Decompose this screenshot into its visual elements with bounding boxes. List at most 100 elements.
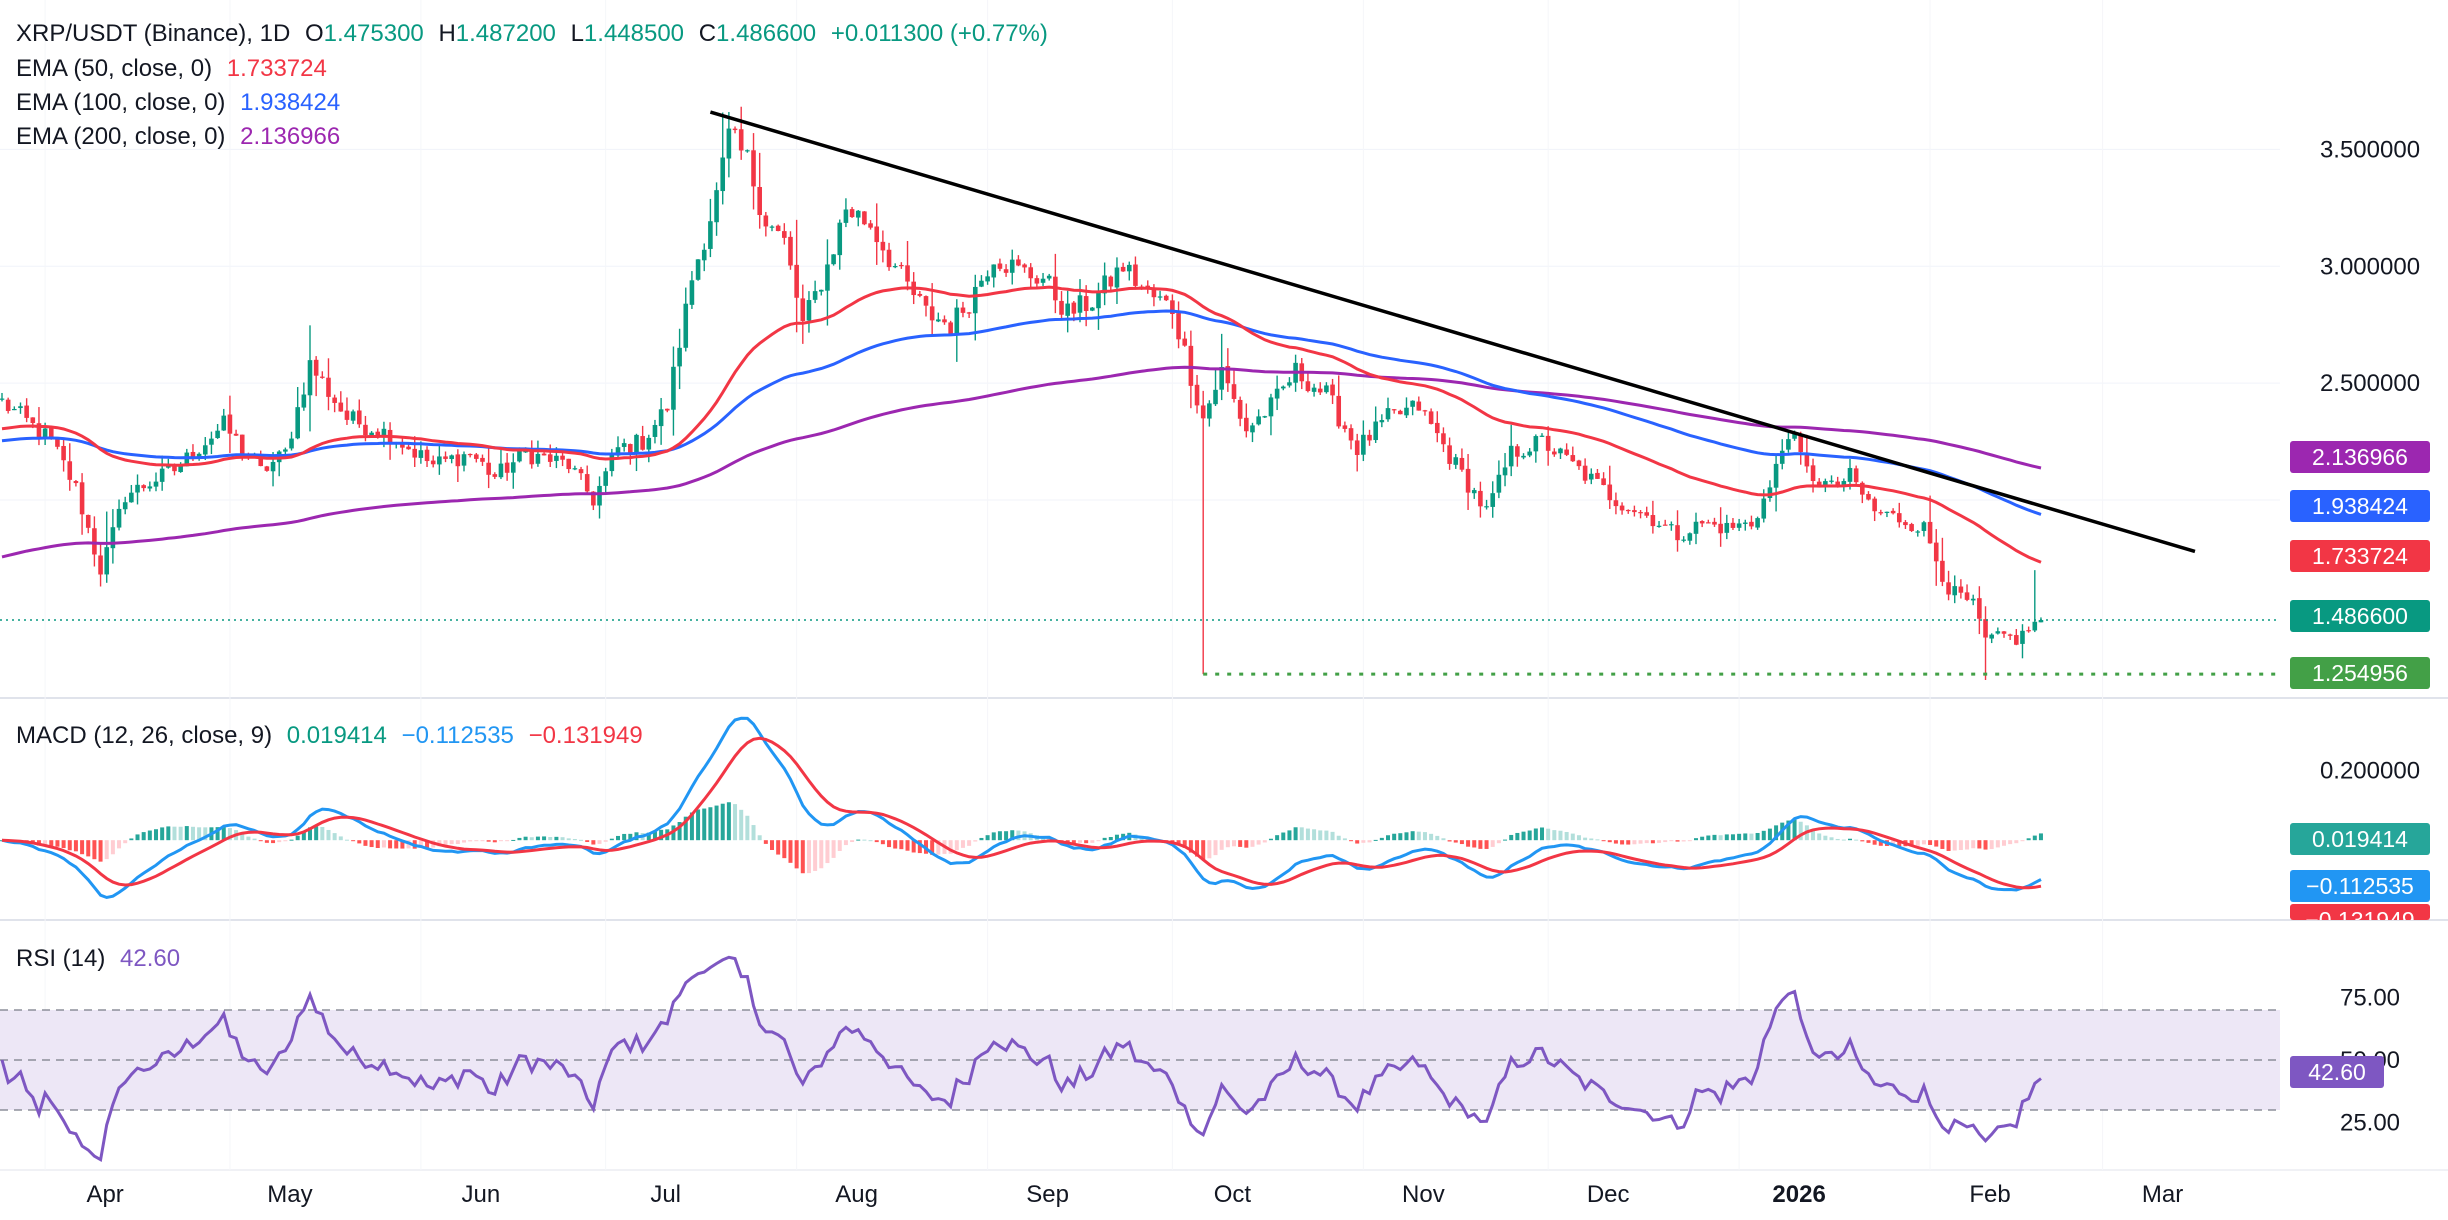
candle-body <box>1681 539 1686 541</box>
macd-histogram-bar <box>616 835 620 841</box>
macd-histogram-bar <box>1256 840 1261 845</box>
macd-histogram-bar <box>560 837 565 841</box>
candle-body <box>270 461 276 472</box>
candle-body <box>5 399 11 411</box>
trendline[interactable] <box>709 110 2196 554</box>
candle-body <box>997 263 1003 269</box>
macd-histogram-bar <box>831 840 836 858</box>
macd-histogram-bar <box>1570 833 1575 841</box>
candle-body <box>1878 512 1884 514</box>
candle-body <box>923 296 929 306</box>
macd-histogram-bar <box>264 840 269 843</box>
candle-body <box>1324 385 1329 393</box>
candle-body <box>1866 494 1871 500</box>
macd-histogram-bar <box>1490 840 1495 847</box>
candle-body <box>178 465 183 473</box>
macd-histogram-bar <box>1737 833 1742 841</box>
candle-body <box>1995 631 2001 634</box>
macd-histogram-bar <box>1576 835 1581 841</box>
candle-body <box>1933 542 1939 562</box>
candle-body <box>720 157 726 192</box>
macd-histogram-bar <box>1798 821 1803 841</box>
macd-histogram-bar <box>806 840 811 874</box>
macd-histogram-bar <box>110 840 115 855</box>
macd-histogram-bar <box>227 828 232 841</box>
candle-body <box>1422 410 1428 412</box>
candle-body <box>1545 435 1551 451</box>
macd-histogram-bar <box>1453 840 1458 843</box>
candle-body <box>1779 450 1785 464</box>
candle-body <box>972 286 978 314</box>
macd-legend[interactable]: MACD (12, 26, close, 9) 0.019414 −0.1125… <box>16 722 643 749</box>
macd-histogram-bar <box>1657 840 1662 843</box>
macd-histogram-bar <box>98 840 103 862</box>
candle-body <box>1410 400 1415 407</box>
candle-body <box>1317 388 1323 393</box>
candle-body <box>221 415 227 431</box>
candle-body <box>1496 474 1502 493</box>
candle-body <box>1983 619 1988 638</box>
candle-body <box>510 462 516 473</box>
ema50-legend[interactable]: EMA (50, close, 0) 1.733724 <box>16 55 327 82</box>
price-axis[interactable]: 3.5000003.0000002.5000002.0000000.200000… <box>2320 136 2420 1136</box>
macd-histogram-bar <box>1533 828 1538 841</box>
candle-body <box>775 225 781 232</box>
candle-body <box>1108 276 1114 287</box>
rsi-legend-value: 42.60 <box>120 945 181 972</box>
macd-hist-tag: 0.019414 <box>2290 823 2430 855</box>
macd-histogram-bar <box>1207 840 1212 859</box>
candle-body <box>227 414 233 434</box>
candle-body <box>658 409 664 427</box>
candle-body <box>61 446 66 461</box>
macd-histogram-bar <box>850 840 855 843</box>
macd-histogram-bar <box>1681 840 1686 842</box>
candle-body <box>1829 480 1834 482</box>
candle-body <box>769 226 775 228</box>
macd-histogram-bar <box>486 840 491 842</box>
macd-histogram-bar <box>2014 840 2019 844</box>
candle-body <box>55 438 60 447</box>
macd-histogram-bar <box>523 836 528 841</box>
macd-histogram-bar <box>462 840 466 843</box>
candle-body <box>818 289 824 292</box>
macd-histogram-bar <box>2020 840 2025 842</box>
macd-histogram-bar <box>1478 840 1483 849</box>
macd-histogram-bar <box>603 840 608 842</box>
macd-histogram-bar <box>856 839 861 841</box>
candle-body <box>443 456 448 459</box>
rsi-legend[interactable]: RSI (14) 42.60 <box>16 945 181 972</box>
candle-body <box>554 455 559 461</box>
macd-histogram-bar <box>1373 839 1378 841</box>
macd-histogram-bar <box>794 840 799 869</box>
macd-histogram-bar <box>776 840 781 855</box>
macd-histogram-bar <box>887 840 892 848</box>
time-axis-label: Nov <box>1402 1181 1445 1208</box>
candle-body <box>233 433 239 436</box>
macd-histogram-bar <box>985 835 990 841</box>
macd-histogram-bar <box>1108 837 1113 841</box>
macd-histogram-bar <box>1995 840 2000 848</box>
ema200-legend[interactable]: EMA (200, close, 0) 2.136966 <box>16 123 341 150</box>
ema100-legend[interactable]: EMA (100, close, 0) 1.938424 <box>16 89 341 116</box>
macd-histogram-bar <box>1268 838 1273 841</box>
candle-body <box>135 484 140 493</box>
candle-body <box>1552 451 1557 455</box>
candle-body <box>1718 523 1723 534</box>
macd-histogram-bar <box>1201 840 1206 860</box>
candle-body <box>1582 465 1588 481</box>
candle-body <box>1847 467 1853 482</box>
candle-body <box>48 428 54 438</box>
candle-body <box>966 312 972 314</box>
macd-histogram-bar <box>609 838 614 841</box>
macd-histogram-bar <box>1743 833 1748 841</box>
candle-body <box>1977 598 1982 619</box>
candle-body <box>1065 303 1070 316</box>
candle-body <box>1533 436 1539 452</box>
candle-body <box>1742 522 1748 524</box>
macd-histogram-bar <box>1675 840 1680 842</box>
candle-body <box>1219 367 1224 390</box>
macd-histogram-bar <box>1182 840 1187 848</box>
candle-body <box>1182 338 1188 346</box>
time-axis[interactable]: Apr May Jun Jul Aug Sep Oct Nov Dec 2026 Feb Mar <box>86 1181 2183 1208</box>
